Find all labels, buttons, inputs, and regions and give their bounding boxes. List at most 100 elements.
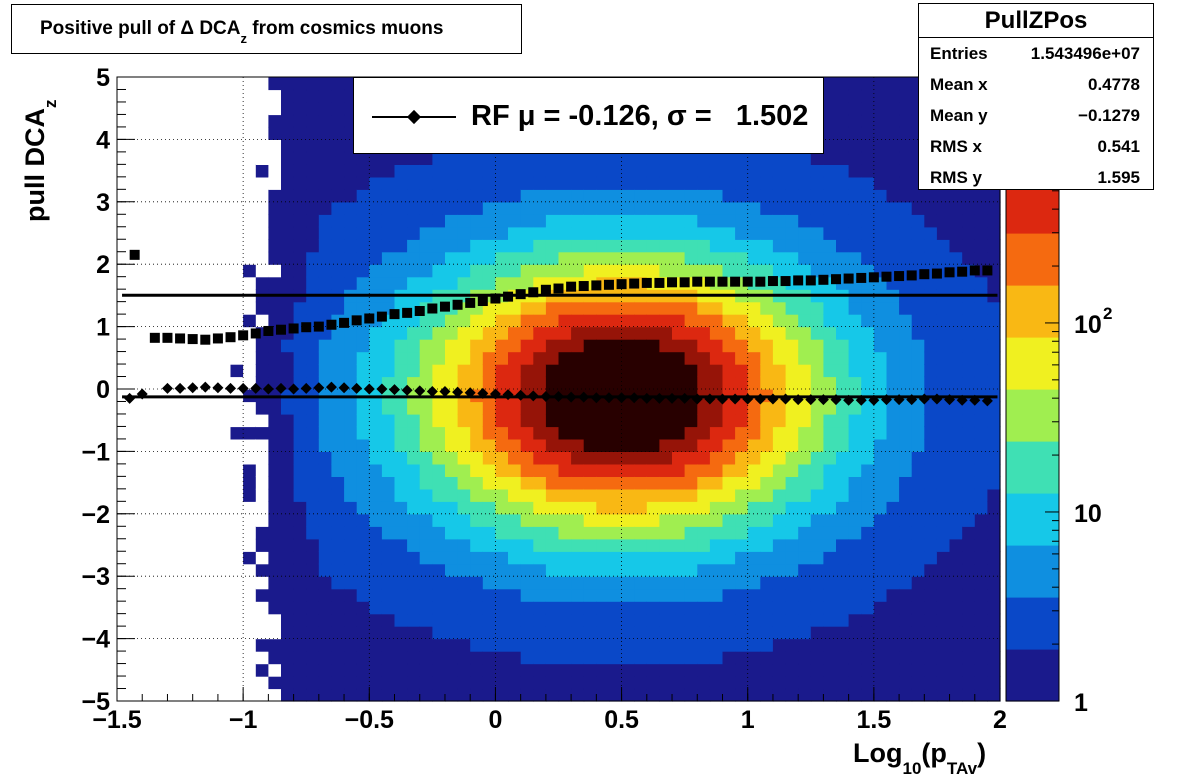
heatmap-cell [217,651,232,665]
heatmap-cell [495,364,509,378]
heatmap-cell [533,401,547,415]
heatmap-cell [672,651,686,665]
sigma-marker [894,271,905,282]
heatmap-cell [798,301,812,315]
heatmap-cell [154,463,168,477]
heatmap-cell [962,501,976,515]
heatmap-cell [798,501,812,515]
heatmap-cell [760,176,774,190]
heatmap-cell [810,426,824,440]
heatmap-cell [823,176,837,190]
heatmap-cell [154,364,168,378]
mean-marker [653,392,665,404]
heatmap-cell [659,326,673,340]
heatmap-cell [949,438,963,452]
heatmap-cell [861,226,875,240]
heatmap-cell [609,251,623,265]
heatmap-cell [243,501,257,515]
heatmap-cell [735,264,749,278]
heatmap-cell [520,626,534,640]
heatmap-cell [987,351,1001,365]
heatmap-cell [356,663,370,677]
heatmap-cell [255,463,269,477]
heatmap-cell [936,563,951,577]
heatmap-cell [987,638,1001,652]
heatmap-cell [192,651,206,665]
heatmap-cell [482,264,496,278]
heatmap-cell [230,563,244,577]
heatmap-cell [772,201,787,215]
heatmap-cell [533,164,547,178]
heatmap-cell [646,438,660,452]
heatmap-cell [924,251,938,265]
heatmap-cell [167,239,181,253]
heatmap-cell [697,576,711,590]
heatmap-cell [407,326,421,340]
heatmap-cell [356,301,370,315]
heatmap-cell [495,476,509,490]
heatmap-cell [697,251,711,265]
heatmap-cell [974,364,988,378]
heatmap-cell [180,264,194,278]
heatmap-cell [482,314,496,328]
heatmap-cell [684,438,698,452]
heatmap-cell [659,688,673,702]
heatmap-cell [470,201,484,215]
heatmap-cell [899,401,913,415]
heatmap-cell [407,526,421,540]
heatmap-cell [495,326,509,340]
heatmap-cell [722,513,736,527]
heatmap-cell [230,139,244,153]
heatmap-cell [583,201,597,215]
heatmap-cell [836,401,850,415]
heatmap-cell [167,89,181,103]
heatmap-cell [394,451,408,465]
heatmap-cell [987,251,1001,265]
y-tick-label: −2 [81,501,110,529]
heatmap-cell [495,414,509,428]
heatmap-cell [508,551,522,565]
heatmap-cell [684,526,698,540]
heatmap-cell [255,638,269,652]
heatmap-cell [760,551,774,565]
heatmap-cell [697,626,711,640]
heatmap-cell [810,526,824,540]
heatmap-cell [823,102,837,116]
heatmap-cell [974,688,988,702]
heatmap-cell [117,151,131,165]
heatmap-cell [936,226,951,240]
heatmap-cell [861,339,875,353]
heatmap-cell [609,463,623,477]
heatmap-cell [180,414,194,428]
heatmap-cell [899,626,913,640]
heatmap-cell [974,276,988,290]
heatmap-cell [936,301,951,315]
heatmap-cell [886,201,900,215]
heatmap-cell [129,626,143,640]
heatmap-cell [230,626,244,640]
heatmap-cell [836,663,850,677]
heatmap-cell [659,538,673,552]
heatmap-cell [936,676,951,690]
heatmap-cell [192,264,206,278]
heatmap-cell [356,488,370,502]
heatmap-cell [407,463,421,477]
heatmap-cell [772,226,787,240]
heatmap-cell [798,463,812,477]
heatmap-cell [987,189,1001,203]
heatmap-cell [470,538,484,552]
sigma-marker [591,280,602,291]
sigma-marker [717,276,728,287]
heatmap-cell [772,189,787,203]
heatmap-cell [457,276,471,290]
heatmap-cell [722,663,736,677]
heatmap-cell [962,226,976,240]
heatmap-cell [886,676,900,690]
heatmap-cell [495,226,509,240]
heatmap-cell [873,626,888,640]
heatmap-cell [217,513,232,527]
heatmap-cell [823,688,837,702]
mean-marker [288,383,300,395]
heatmap-cell [306,364,320,378]
heatmap-cell [482,513,496,527]
